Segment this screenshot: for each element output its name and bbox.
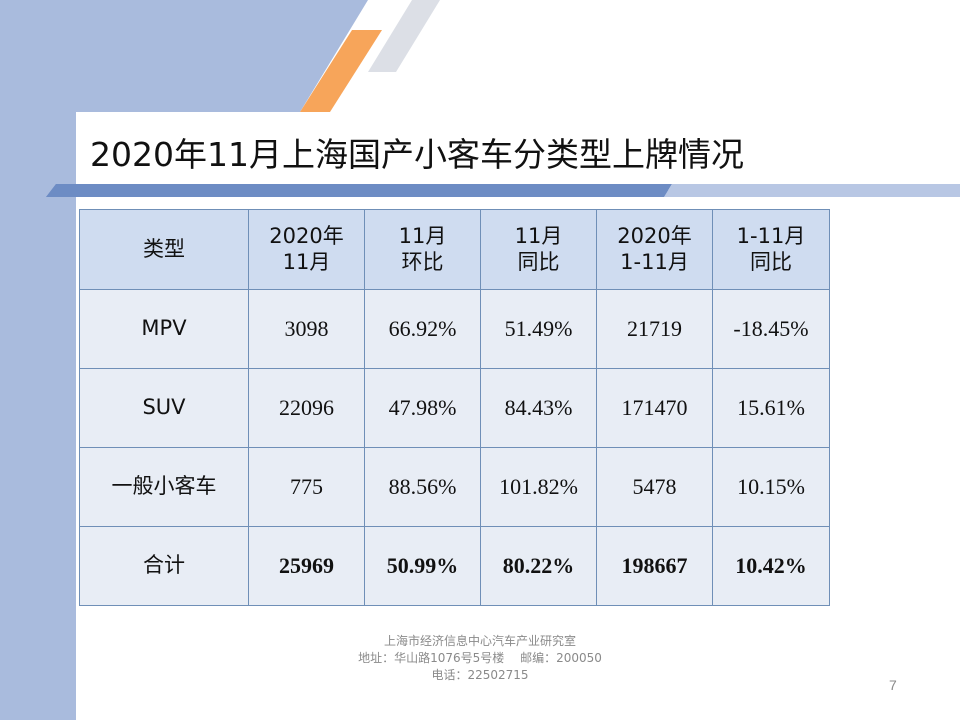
table-cell: 10.15%	[712, 447, 830, 527]
table-cell-category: SUV	[79, 368, 249, 448]
table-cell: 15.61%	[712, 368, 830, 448]
header-cell-nov-yoy: 11月 同比	[480, 209, 597, 290]
table-cell-category: 合计	[79, 526, 249, 606]
table-cell: 25969	[248, 526, 365, 606]
table-cell: 198667	[596, 526, 713, 606]
header-cell-ytd-2020: 2020年 1-11月	[596, 209, 713, 290]
table-cell: -18.45%	[712, 289, 830, 369]
table-cell: 88.56%	[364, 447, 481, 527]
table-cell: 50.99%	[364, 526, 481, 606]
table-row-mpv: MPV 3098 66.92% 51.49% 21719 -18.45%	[79, 289, 830, 369]
header-cell-nov-mom: 11月 环比	[364, 209, 481, 290]
table-cell: 80.22%	[480, 526, 597, 606]
table-cell: 47.98%	[364, 368, 481, 448]
orange-stripe	[300, 30, 382, 112]
table-cell: 21719	[596, 289, 713, 369]
header-cell-ytd-yoy: 1-11月 同比	[712, 209, 830, 290]
table-header-row: 类型 2020年 11月 11月 环比 11月 同比 2020年 1-11月 1-11月…	[79, 209, 830, 290]
table-cell-category: MPV	[79, 289, 249, 369]
header-cell-nov-2020: 2020年 11月	[248, 209, 365, 290]
table-cell-category: 一般小客车	[79, 447, 249, 527]
footer-phone: 电话：22502715	[431, 668, 529, 682]
header-cell-type: 类型	[79, 209, 249, 290]
title-band	[76, 112, 960, 190]
slide-title: 2020年11月上海国产小客车分类型上牌情况	[90, 135, 744, 174]
table-cell: 51.49%	[480, 289, 597, 369]
table-row-suv: SUV 22096 47.98% 84.43% 171470 15.61%	[79, 368, 830, 448]
table-row-total: 合计 25969 50.99% 80.22% 198667 10.42%	[79, 526, 830, 606]
table-cell: 84.43%	[480, 368, 597, 448]
footer-address: 地址：华山路1076号5号楼 邮编：200050	[358, 651, 602, 665]
registration-table: 类型 2020年 11月 11月 环比 11月 同比 2020年 1-11月 1-11月…	[79, 209, 830, 606]
table-cell: 171470	[596, 368, 713, 448]
table-cell: 22096	[248, 368, 365, 448]
table-cell: 101.82%	[480, 447, 597, 527]
page-number: 7	[889, 677, 897, 693]
footer-organization: 上海市经济信息中心汽车产业研究室	[383, 634, 576, 648]
grey-stripe	[368, 0, 440, 72]
table-cell: 10.42%	[712, 526, 830, 606]
table-cell: 775	[248, 447, 365, 527]
table-cell: 66.92%	[364, 289, 481, 369]
table-cell: 5478	[596, 447, 713, 527]
table-row-general: 一般小客车 775 88.56% 101.82% 5478 10.15%	[79, 447, 830, 527]
table-cell: 3098	[248, 289, 365, 369]
left-blue-band	[0, 0, 368, 720]
